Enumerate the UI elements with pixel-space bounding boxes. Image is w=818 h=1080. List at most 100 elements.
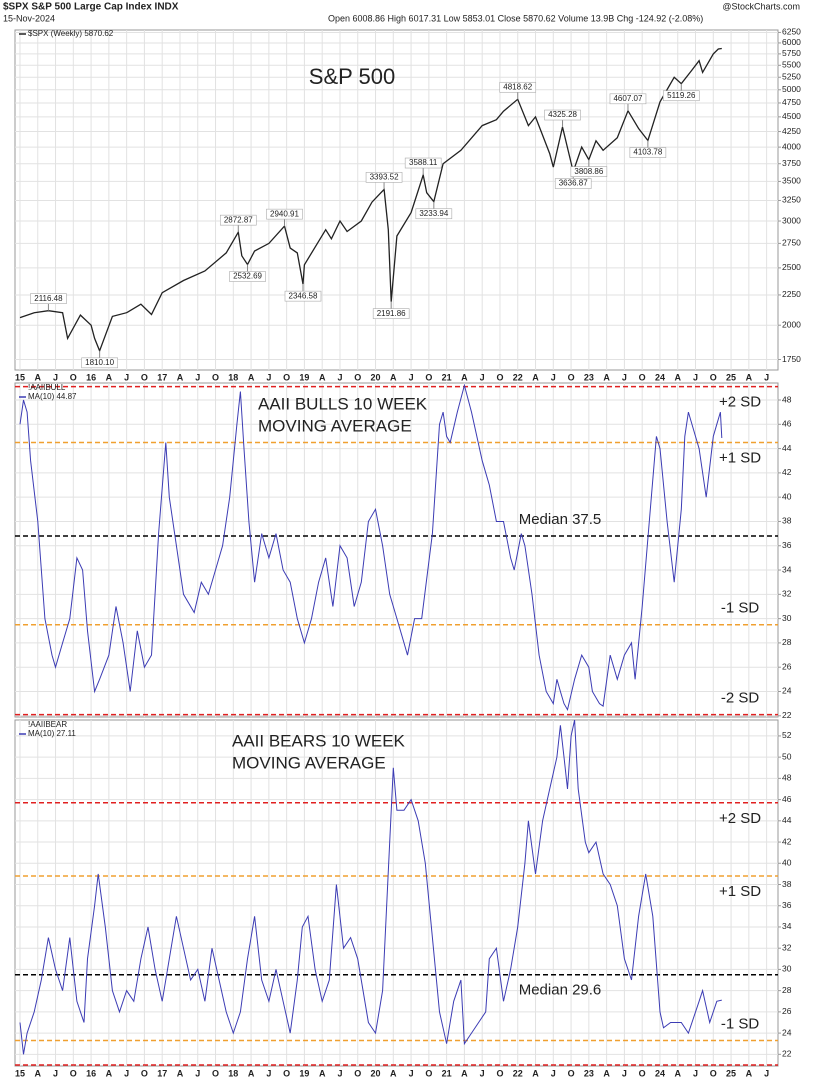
x-tick-label: 20 xyxy=(371,1068,381,1078)
x-tick-label: 19 xyxy=(299,1068,309,1078)
x-tick-label: A xyxy=(35,1068,42,1078)
x-tick-label: A xyxy=(106,1068,113,1078)
x-tick-label: 17 xyxy=(157,1068,167,1078)
x-tick-label: A xyxy=(35,372,42,382)
annotation-label: 1810.10 xyxy=(85,358,114,367)
x-tick-label: O xyxy=(283,1068,290,1078)
annotation-label: 4103.78 xyxy=(633,148,662,157)
y-tick-label: 42 xyxy=(782,836,792,846)
series-line xyxy=(19,383,723,712)
annotation-box xyxy=(609,93,647,105)
x-tick-label: A xyxy=(390,372,397,382)
x-tick-label: O xyxy=(710,1068,717,1078)
x-tick-label: O xyxy=(496,1068,503,1078)
annotation-label: 2872.87 xyxy=(224,215,253,224)
y-tick-label: 30 xyxy=(782,613,792,623)
y-tick-label: 3250 xyxy=(782,195,801,205)
x-tick-label: 22 xyxy=(513,372,523,382)
x-tick-label: J xyxy=(693,372,698,382)
y-tick-label: 6250 xyxy=(782,27,801,37)
x-tick-label: J xyxy=(480,1068,485,1078)
x-tick-label: A xyxy=(746,1068,753,1078)
y-tick-label: 1750 xyxy=(782,354,801,364)
annotation-box xyxy=(544,109,581,121)
x-tick-label: A xyxy=(390,1068,397,1078)
reference-label: +1 SD xyxy=(719,449,761,466)
annotation-box xyxy=(266,208,303,220)
reference-label: Median 29.6 xyxy=(519,982,602,999)
y-tick-label: 4000 xyxy=(782,141,801,151)
y-tick-label: 26 xyxy=(782,1006,792,1016)
annotation-box xyxy=(81,357,118,369)
x-tick-label: 18 xyxy=(228,372,238,382)
x-tick-label: 18 xyxy=(228,1068,238,1078)
x-tick-label: A xyxy=(603,1068,610,1078)
x-tick-label: J xyxy=(480,372,485,382)
annotation-box xyxy=(219,214,257,226)
x-tick-label: 24 xyxy=(655,372,665,382)
y-tick-label: 3500 xyxy=(782,176,801,186)
x-tick-label: O xyxy=(354,1068,361,1078)
x-tick-label: A xyxy=(674,1068,681,1078)
x-tick-label: O xyxy=(639,372,646,382)
y-tick-label: 6000 xyxy=(782,37,801,47)
x-tick-label: J xyxy=(266,372,271,382)
annotation-label: 2116.48 xyxy=(34,294,63,303)
x-tick-label: 21 xyxy=(442,1068,452,1078)
x-tick-label: J xyxy=(195,1068,200,1078)
x-tick-label: 20 xyxy=(371,372,381,382)
x-tick-label: J xyxy=(124,372,129,382)
y-tick-label: 36 xyxy=(782,900,792,910)
reference-label: -1 SD xyxy=(721,600,760,617)
y-tick-label: 3000 xyxy=(782,215,801,225)
y-tick-label: 44 xyxy=(782,815,792,825)
reference-label: +1 SD xyxy=(719,883,761,900)
annotation-label: 3808.86 xyxy=(574,167,603,176)
x-tick-label: 16 xyxy=(86,372,96,382)
x-tick-label: 25 xyxy=(726,372,736,382)
x-tick-label: J xyxy=(266,1068,271,1078)
x-tick-label: 24 xyxy=(655,1068,665,1078)
annotation-label: 2191.86 xyxy=(377,309,406,318)
y-tick-label: 2750 xyxy=(782,238,801,248)
y-tick-label: 48 xyxy=(782,773,792,783)
annotation-box xyxy=(404,157,442,169)
panel-title: AAII BEARS 10 WEEK xyxy=(232,731,406,750)
x-tick-label: O xyxy=(568,1068,575,1078)
symbol-label: !AAIIBULL xyxy=(28,383,66,392)
reference-label: -1 SD xyxy=(721,1015,760,1032)
x-tick-label: A xyxy=(532,372,539,382)
x-tick-label: A xyxy=(177,372,184,382)
annotation-box xyxy=(284,290,322,302)
x-tick-label: O xyxy=(283,372,290,382)
y-tick-label: 22 xyxy=(782,1049,792,1059)
annotation-label: 5119.26 xyxy=(667,91,696,100)
annotation-box xyxy=(499,81,537,93)
x-tick-label: O xyxy=(141,1068,148,1078)
y-tick-label: 38 xyxy=(782,879,792,889)
x-tick-label: A xyxy=(319,1068,326,1078)
y-tick-label: 40 xyxy=(782,491,792,501)
y-tick-label: 2000 xyxy=(782,319,801,329)
annotation-box xyxy=(629,147,667,158)
x-tick-label: 25 xyxy=(726,1068,736,1078)
annotation-box xyxy=(372,308,410,319)
annotation-label: 3636.87 xyxy=(559,179,588,188)
y-tick-label: 24 xyxy=(782,686,792,696)
x-tick-label: J xyxy=(551,372,556,382)
y-tick-label: 44 xyxy=(782,443,792,453)
x-tick-label: A xyxy=(248,372,255,382)
x-tick-label: O xyxy=(141,372,148,382)
legend-label: MA(10) 27.11 xyxy=(28,729,76,738)
x-tick-label: O xyxy=(496,372,503,382)
series-line xyxy=(19,47,722,353)
x-tick-label: O xyxy=(212,1068,219,1078)
annotation-box xyxy=(554,178,592,189)
x-tick-label: O xyxy=(70,1068,77,1078)
y-tick-label: 22 xyxy=(782,710,792,720)
header-date: 15-Nov-2024 xyxy=(3,13,55,23)
y-tick-label: 30 xyxy=(782,964,792,974)
x-tick-label: O xyxy=(568,372,575,382)
x-tick-label: A xyxy=(746,372,753,382)
